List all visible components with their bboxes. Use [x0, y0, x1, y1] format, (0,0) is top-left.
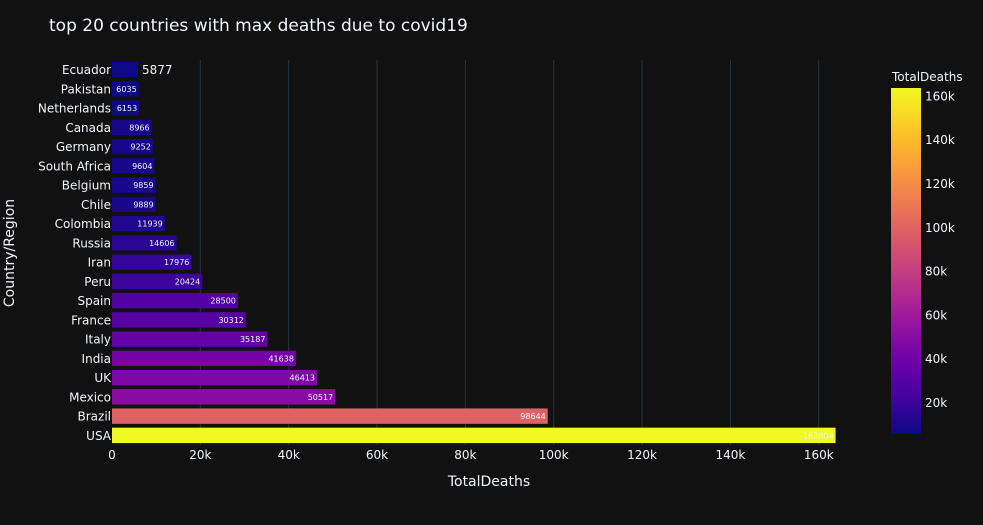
x-tick-label: 40k [278, 448, 300, 462]
y-tick-label: Netherlands [38, 102, 111, 116]
bar [112, 235, 177, 251]
x-tick-label: 100k [539, 448, 569, 462]
y-tick-label: Colombia [55, 217, 111, 231]
bar-value-label: 6035 [116, 85, 136, 94]
bar-value-label: 163804 [803, 431, 834, 440]
bar-value-label: 5877 [142, 63, 173, 77]
bar [112, 196, 156, 213]
colorbar-tick-label: 160k [925, 89, 955, 103]
x-tick-label: 160k [804, 448, 834, 462]
colorbar-tick-label: 120k [925, 177, 955, 191]
y-tick-label: India [82, 352, 111, 366]
bar [112, 312, 246, 328]
bar [112, 331, 268, 347]
bar-value-label: 98644 [520, 412, 545, 421]
bar-labels: 163804 98644 50517 46413 41638 35187 30312 2850… [116, 63, 833, 440]
y-tick-label: Chile [81, 198, 111, 212]
bar-value-label: 11939 [137, 220, 162, 229]
bar-value-label: 41638 [268, 354, 293, 363]
bar [112, 119, 152, 136]
bar-value-label: 9859 [133, 181, 153, 190]
colorbar-tick-label: 80k [925, 265, 947, 279]
bar-value-label: 46413 [290, 374, 315, 383]
bar-value-label: 17976 [164, 258, 189, 267]
bar-value-label: 28500 [210, 297, 235, 306]
x-tick-label: 20k [189, 448, 211, 462]
bar [112, 138, 153, 155]
x-tick-label: 60k [366, 448, 388, 462]
colorbar-tick-label: 40k [925, 352, 947, 366]
y-tick-label: USA [86, 429, 112, 443]
bar [112, 408, 548, 424]
y-tick-label: Italy [85, 333, 111, 347]
x-tick-label: 120k [627, 448, 657, 462]
y-tick-label: UK [94, 371, 112, 385]
y-axis-labels: USA Brazil Mexico UK India Italy France Spain Pe… [38, 63, 112, 443]
y-tick-label: France [71, 313, 111, 327]
bar [112, 61, 138, 78]
x-tick-label: 140k [715, 448, 745, 462]
bar [112, 273, 203, 290]
chart-title: top 20 countries with max deaths due to … [49, 16, 468, 36]
x-axis-title: TotalDeaths [447, 474, 530, 490]
x-tick-label: 80k [454, 448, 476, 462]
bar [112, 292, 238, 309]
y-tick-label: Pakistan [61, 82, 111, 96]
colorbar-tick-label: 100k [925, 221, 955, 235]
bar [112, 100, 140, 116]
bar-value-label: 20424 [175, 277, 200, 286]
y-tick-label: Ecuador [62, 63, 111, 77]
y-tick-label: Belgium [62, 179, 111, 193]
y-tick-label: Iran [88, 256, 111, 270]
colorbar: TotalDeaths 20k 40k 60k 80k 100k 120k 140k 160k [891, 70, 963, 434]
bar [112, 215, 165, 232]
bar-value-label: 8966 [129, 123, 149, 132]
y-tick-label: Germany [56, 140, 111, 154]
bar [112, 177, 156, 193]
y-tick-label: Canada [65, 121, 111, 135]
y-tick-label: Brazil [78, 410, 112, 424]
bar-value-label: 50517 [308, 393, 333, 402]
bar [112, 158, 155, 174]
bar-value-label: 35187 [240, 335, 265, 344]
bar [112, 81, 139, 97]
x-tick-label: 0 [108, 448, 116, 462]
grid-lines [199, 60, 820, 445]
bar [112, 427, 836, 444]
bar [112, 389, 336, 405]
colorbar-title: TotalDeaths [891, 70, 963, 84]
colorbar-tick-label: 60k [925, 308, 947, 322]
bar-value-label: 9604 [132, 162, 152, 171]
bar [112, 369, 318, 386]
x-axis-ticks: 0 20k 40k 60k 80k 100k 120k 140k 160k [108, 448, 834, 462]
colorbar-tick-label: 140k [925, 133, 955, 147]
bar [112, 254, 192, 270]
colorbar-gradient [891, 88, 921, 434]
y-axis-title: Country/Region [2, 199, 18, 307]
bar-value-label: 30312 [218, 316, 243, 325]
bars [112, 61, 836, 444]
bar-value-label: 9252 [131, 143, 151, 152]
colorbar-tick-label: 20k [925, 396, 947, 410]
bar-value-label: 9889 [133, 200, 153, 209]
bar [112, 350, 296, 367]
bar-value-label: 6153 [117, 104, 137, 113]
bar-value-label: 14606 [149, 239, 174, 248]
y-tick-label: Peru [84, 275, 111, 289]
y-tick-label: Mexico [69, 390, 111, 404]
y-tick-label: Russia [72, 236, 111, 250]
y-tick-label: Spain [77, 294, 111, 308]
colorbar-ticks: 20k 40k 60k 80k 100k 120k 140k 160k [925, 89, 955, 410]
y-tick-label: South Africa [38, 159, 111, 173]
